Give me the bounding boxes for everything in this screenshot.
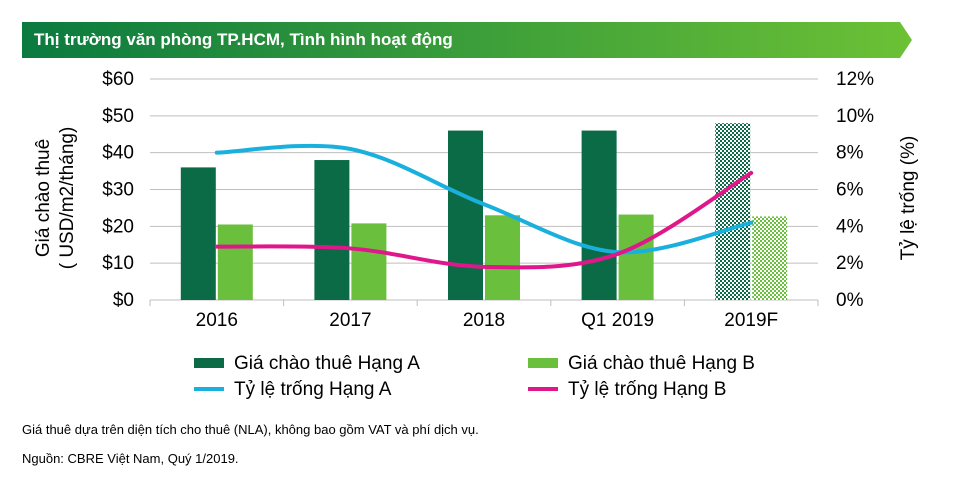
legend-label: Tỷ lệ trống Hạng A bbox=[234, 379, 392, 400]
footnote: Giá thuê dựa trên diện tích cho thuê (NL… bbox=[22, 422, 479, 437]
title-banner bbox=[22, 22, 912, 58]
legend-label: Giá chào thuê Hạng B bbox=[568, 353, 755, 374]
x-tick-label: 2019F bbox=[724, 310, 778, 331]
right-tick-label: 0% bbox=[836, 290, 864, 311]
x-tick-label: Q1 2019 bbox=[581, 310, 654, 331]
line-vacancy-grade-a bbox=[214, 143, 754, 255]
left-axis-title-line2: ( USD/m2/tháng) bbox=[57, 127, 78, 270]
right-tick-label: 4% bbox=[836, 216, 864, 237]
left-tick-label: $20 bbox=[102, 216, 134, 237]
bar-grade-a bbox=[448, 130, 483, 300]
chart-title: Thị trường văn phòng TP.HCM, Tình hình h… bbox=[34, 30, 453, 49]
right-axis-title: Tỷ lệ trống (%) bbox=[898, 136, 919, 261]
bar-grade-b bbox=[485, 215, 520, 300]
bar-grade-b bbox=[217, 224, 253, 300]
bars bbox=[180, 123, 788, 300]
x-tick-label: 2016 bbox=[196, 310, 238, 331]
bar-grade-b bbox=[351, 223, 387, 300]
bar-grade-b bbox=[618, 214, 654, 300]
left-tick-label: $30 bbox=[102, 180, 134, 201]
bar-grade-b bbox=[752, 216, 788, 300]
right-tick-label: 2% bbox=[836, 253, 864, 274]
right-tick-label: 12% bbox=[836, 69, 874, 90]
right-tick-label: 8% bbox=[836, 143, 864, 164]
left-tick-label: $40 bbox=[102, 143, 134, 164]
left-tick-label: $0 bbox=[113, 290, 134, 311]
left-tick-label: $10 bbox=[102, 253, 134, 274]
x-tick-label: 2018 bbox=[463, 310, 505, 331]
legend-swatch-grade-b-bar bbox=[528, 358, 558, 368]
bar-grade-a bbox=[180, 167, 216, 300]
legend: Giá chào thuê Hạng A Giá chào thuê Hạng B… bbox=[194, 353, 755, 400]
left-axis-title-line1: Giá chào thuê bbox=[33, 139, 54, 257]
vacancy-lines bbox=[214, 143, 754, 270]
line-vacancy-grade-b bbox=[214, 170, 754, 270]
axes: $0 0% $10 2% $20 4% $30 6% $40 8% $50 10% $60 12% 2016… bbox=[33, 69, 919, 331]
left-tick-label: $50 bbox=[102, 106, 134, 127]
legend-label: Giá chào thuê Hạng A bbox=[234, 353, 420, 374]
left-tick-label: $60 bbox=[102, 69, 134, 90]
legend-swatch-grade-a-bar bbox=[194, 358, 224, 368]
bar-grade-a bbox=[715, 123, 751, 300]
gridlines bbox=[149, 78, 819, 306]
source-note: Nguồn: CBRE Việt Nam, Quý 1/2019. bbox=[22, 451, 239, 466]
combo-chart: $0 0% $10 2% $20 4% $30 6% $40 8% $50 10% $60 12% 2016… bbox=[33, 69, 919, 400]
right-tick-label: 10% bbox=[836, 106, 874, 127]
bar-grade-a bbox=[314, 160, 350, 300]
legend-label: Tỷ lệ trống Hạng B bbox=[568, 379, 726, 400]
right-tick-label: 6% bbox=[836, 180, 864, 201]
bar-grade-a bbox=[581, 130, 617, 300]
x-tick-label: 2017 bbox=[329, 310, 371, 331]
